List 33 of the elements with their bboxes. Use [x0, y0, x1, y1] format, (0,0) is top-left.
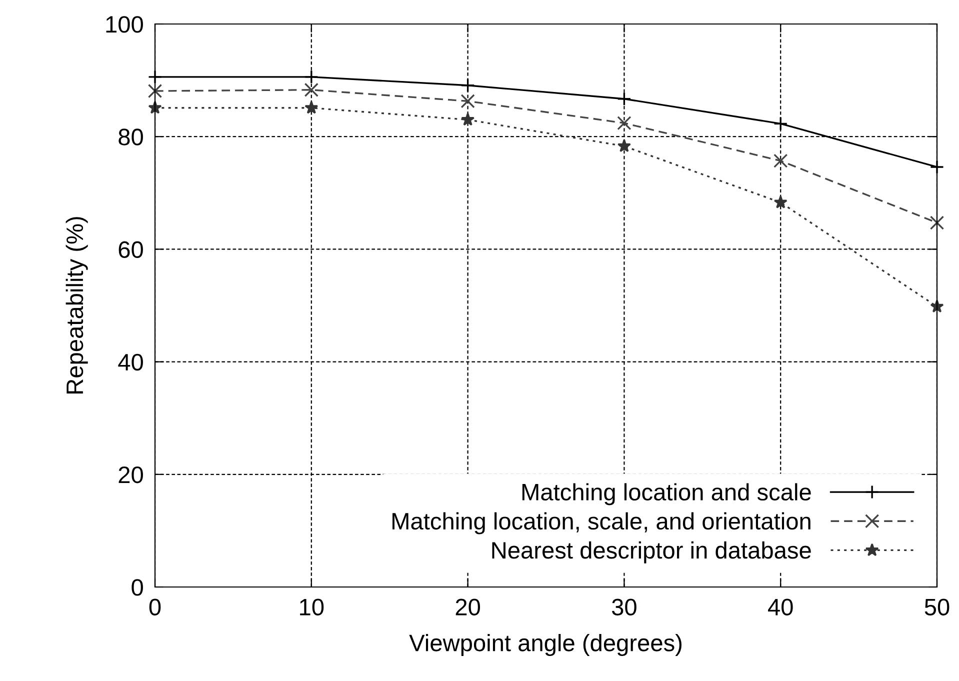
- point: [304, 100, 318, 114]
- x-tick-label: 20: [456, 598, 480, 616]
- point: [461, 112, 475, 126]
- x-axis-title: Viewpoint angle (degrees): [409, 634, 682, 656]
- x-tick-label: 50: [924, 598, 950, 616]
- legend-label: Matching location and scale: [522, 483, 811, 506]
- point: [930, 216, 944, 230]
- y-tick-label: 40: [118, 354, 143, 371]
- point: [774, 116, 788, 131]
- y-tick-label: 100: [106, 16, 143, 33]
- point: [148, 84, 162, 98]
- y-axis-title: Repeatability (%): [66, 217, 88, 394]
- point: [148, 70, 162, 84]
- point: [460, 78, 475, 92]
- point: [460, 94, 475, 108]
- legend-label: Nearest descriptor in database: [492, 541, 811, 564]
- point: [774, 154, 788, 168]
- point: [617, 92, 632, 106]
- point: [617, 139, 631, 152]
- x-tick-label: 10: [300, 598, 324, 616]
- point: [930, 160, 944, 174]
- legend-label: Matching location, scale, and orientation: [392, 512, 810, 534]
- x-tick-label: 0: [149, 598, 161, 616]
- y-tick-label: 60: [118, 241, 143, 258]
- point: [304, 82, 318, 97]
- y-tick-label: 80: [118, 128, 143, 146]
- y-tick-label: 20: [118, 466, 143, 484]
- point: [774, 195, 788, 208]
- point: [304, 70, 318, 84]
- point: [617, 116, 632, 130]
- y-tick-label: 0: [132, 579, 143, 596]
- x-tick-label: 30: [612, 598, 636, 616]
- x-tick-label: 40: [768, 598, 793, 616]
